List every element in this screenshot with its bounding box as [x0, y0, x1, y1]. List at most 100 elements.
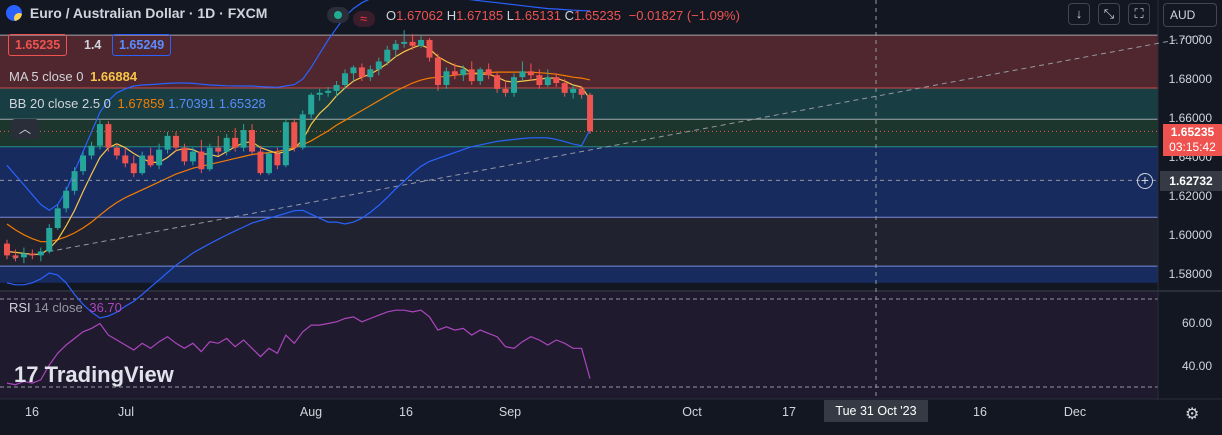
candle-body [88, 145, 95, 156]
market-status[interactable]: ≈ [327, 7, 375, 27]
change-value: −0.01827 (−1.09%) [628, 8, 740, 23]
ma-params: 5 close 0 [31, 69, 84, 84]
time-tick: Dec [1063, 405, 1087, 419]
low-label: L [506, 8, 514, 23]
rsi-background [0, 291, 1158, 399]
rsi-pane [6, 309, 591, 386]
candle-body [105, 124, 112, 148]
open-value: 1.67062 [396, 8, 444, 23]
candle-body [409, 41, 416, 46]
candle-body [71, 171, 78, 191]
crosshair [0, 0, 1158, 399]
buy-button[interactable]: 1.65249 [112, 34, 172, 56]
candle-body [333, 85, 340, 91]
price-zone [0, 146, 1158, 218]
candle-body [29, 253, 36, 256]
rsi-label: RSI [9, 300, 31, 315]
collapse-legend-button[interactable]: ︿ [11, 119, 39, 139]
price-zone [0, 35, 1158, 88]
candle-body [342, 73, 348, 85]
rsi-params: 14 close [34, 300, 83, 315]
ma-value: 1.66884 [90, 69, 138, 84]
candle-body [460, 69, 467, 76]
candle-body [308, 94, 315, 115]
candle-body [561, 83, 568, 93]
price-zone [0, 266, 1158, 283]
ma-label: MA [9, 69, 28, 84]
price-tick: 1.62000 [1168, 189, 1212, 203]
candle-body [426, 39, 433, 58]
candle-body [375, 61, 382, 70]
candle-body [54, 208, 61, 228]
candle-body [587, 94, 594, 132]
candle-body [494, 75, 501, 89]
ma-legend[interactable]: MA 5 close 0 1.66884 [9, 69, 137, 84]
candle-body [232, 137, 239, 148]
candle-body [325, 90, 332, 93]
candle-body [37, 251, 44, 256]
currency-selector[interactable]: AUD [1163, 3, 1217, 27]
price-tick: 1.70000 [1168, 33, 1212, 47]
arrow-down-icon[interactable]: ↓ [1068, 3, 1090, 25]
candle-body [451, 71, 458, 76]
fullscreen-icon[interactable]: ⛶ [1128, 3, 1150, 25]
candle-body [358, 67, 365, 78]
time-tick: 17 [782, 405, 796, 419]
candle-body [527, 71, 534, 76]
candle-body [265, 153, 272, 174]
price-tick: 1.66000 [1168, 111, 1212, 125]
grid-lines [0, 0, 1222, 400]
candle-body [485, 69, 492, 76]
candle-body [173, 135, 179, 148]
rsi-legend[interactable]: RSI 14 close 36.70 [9, 300, 122, 315]
candle-body [274, 153, 281, 166]
collapse-icon[interactable]: ⤡ [1098, 3, 1120, 25]
candle-body [477, 69, 484, 82]
price-zone [0, 217, 1158, 267]
candle-body [316, 92, 323, 95]
candle-body [240, 130, 247, 148]
rsi-tick: 60.00 [1181, 316, 1212, 330]
candle-body [181, 147, 188, 162]
rsi-value: 36.70 [89, 300, 122, 315]
candle-body [156, 149, 163, 166]
candle-body [443, 71, 450, 85]
candle-body [392, 43, 399, 50]
price-zones [0, 34, 1158, 283]
current-price-value: 1.65235 [1170, 125, 1215, 139]
candle-body [80, 155, 87, 172]
bb-basis-value: 1.67859 [117, 96, 165, 111]
candle-body [249, 130, 256, 152]
chevron-up-icon: ︿ [18, 122, 31, 136]
candle-body [96, 124, 103, 146]
candle-body [122, 155, 129, 164]
candle-body [198, 151, 205, 170]
tradingview-logo-icon: 17 [14, 362, 39, 387]
sell-button[interactable]: 1.65235 [8, 34, 68, 56]
candle-body [139, 155, 146, 174]
price-tick: 1.58000 [1168, 267, 1212, 281]
add-alert-icon[interactable]: + [1137, 173, 1153, 189]
time-tick: Aug [299, 405, 323, 419]
candle-body [553, 77, 560, 84]
bb-basis-line [6, 71, 591, 243]
spread: 1.4 [84, 38, 102, 52]
candle-body [570, 88, 577, 93]
bb-legend[interactable]: BB 20 close 2.5 0 1.67859 1.70391 1.6532… [9, 96, 266, 111]
candle-countdown: 03:15:42 [1169, 140, 1216, 154]
candle-body [401, 41, 408, 44]
trendline [12, 34, 1203, 259]
symbol-header[interactable]: Euro / Australian Dollar · 1D · FXCM [6, 5, 267, 21]
gear-icon[interactable]: ⚙ [1185, 406, 1200, 423]
candle-body [215, 147, 222, 152]
ma5-line [6, 44, 591, 255]
time-tick: Oct [682, 405, 702, 419]
close-label: C [564, 8, 575, 23]
time-tick: 16 [399, 405, 413, 419]
candle-body [20, 253, 27, 258]
price-zone [0, 119, 1158, 147]
candle-body [46, 227, 53, 252]
bb-label: BB [9, 96, 27, 111]
candles [4, 30, 594, 264]
